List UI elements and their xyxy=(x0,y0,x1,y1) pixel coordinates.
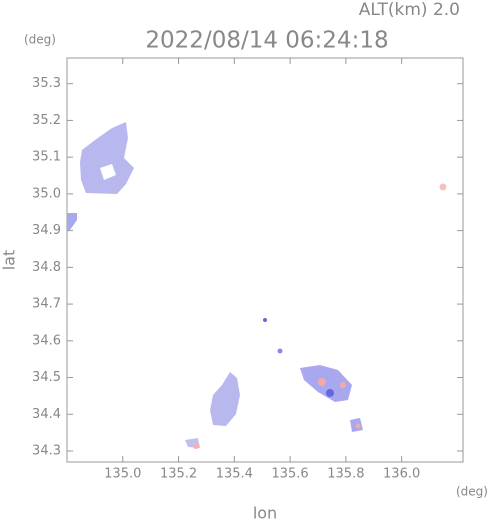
echo-blob xyxy=(67,213,77,230)
x-tick-label: 135.0 xyxy=(104,467,141,482)
y-unit: (deg) xyxy=(24,33,56,47)
y-tick-label: 34.3 xyxy=(32,443,61,458)
echo-blob xyxy=(340,382,346,388)
echo-blob xyxy=(210,372,240,426)
echo-blob xyxy=(439,183,447,191)
y-tick-label: 34.6 xyxy=(32,333,61,348)
x-tick-label: 135.6 xyxy=(271,467,308,482)
y-tick-label: 34.8 xyxy=(32,260,61,275)
x-tick-label: 135.4 xyxy=(216,467,253,482)
echo-gap xyxy=(100,164,116,180)
y-tick-label: 34.9 xyxy=(32,223,61,238)
echo-blob xyxy=(355,423,361,429)
echo-regions xyxy=(67,122,447,449)
y-tick-label: 35.0 xyxy=(32,186,61,201)
x-axis-label: lon xyxy=(253,504,277,521)
y-tick-label: 34.5 xyxy=(32,370,61,385)
y-tick-label: 35.2 xyxy=(32,113,61,128)
y-tick-label: 35.1 xyxy=(32,150,61,165)
plot-frame xyxy=(66,57,464,463)
y-tick-label: 35.3 xyxy=(32,76,61,91)
x-tick-label: 135.2 xyxy=(160,467,197,482)
x-unit: (deg) xyxy=(456,485,488,499)
x-tick-label: 135.8 xyxy=(327,467,364,482)
echo-blob xyxy=(277,348,283,354)
y-axis-label: lat xyxy=(0,250,19,271)
x-tick-label: 136.0 xyxy=(383,467,420,482)
echo-blob xyxy=(193,443,199,449)
echo-blob xyxy=(300,365,352,402)
chart-title: 2022/08/14 06:24:18 xyxy=(145,28,388,54)
y-tick-label: 34.4 xyxy=(32,407,61,422)
y-tick-label: 34.7 xyxy=(32,297,61,312)
altitude-label: ALT(km) 2.0 xyxy=(359,0,460,20)
echo-blob xyxy=(80,122,134,194)
echo-blob xyxy=(263,318,267,322)
echo-blob xyxy=(318,378,326,386)
echo-blob xyxy=(326,389,334,397)
